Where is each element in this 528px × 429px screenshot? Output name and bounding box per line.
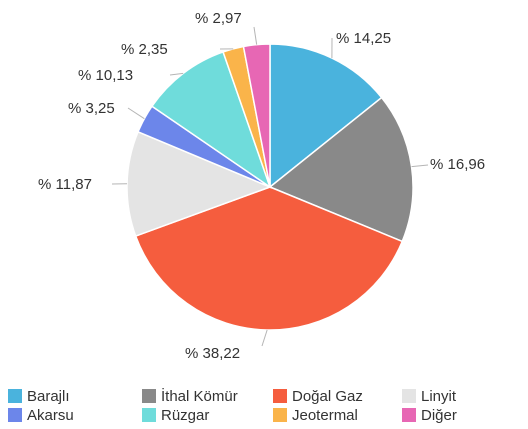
leader-line-7	[253, 26, 258, 45]
legend-swatch	[142, 408, 156, 422]
legend-swatch	[402, 408, 416, 422]
legend-label: Rüzgar	[161, 406, 210, 424]
data-label-0: % 14,25	[336, 30, 391, 47]
legend-label: Akarsu	[27, 406, 74, 424]
pie-slice-7	[242, 43, 271, 188]
data-label-3: % 11,87	[38, 176, 92, 193]
legend: Barajlı İthal Kömür Doğal Gaz Linyit Akarsu R…	[0, 383, 528, 427]
leader-lines	[111, 26, 429, 347]
legend-label: İthal Kömür	[161, 387, 238, 405]
legend-swatch	[142, 389, 156, 403]
data-labels: % 14,25 % 16,96 % 38,22 % 11,87 % 3,25 % 10,1…	[38, 10, 485, 362]
leader-line-2	[261, 329, 268, 347]
legend-item-0: Barajlı	[8, 386, 70, 406]
legend-item-7: Diğer	[402, 405, 457, 425]
legend-swatch	[8, 408, 22, 422]
legend-item-1: İthal Kömür	[142, 386, 238, 406]
data-label-4: % 3,25	[68, 100, 115, 117]
pie-slices	[126, 43, 414, 331]
legend-label: Linyit	[421, 387, 457, 405]
leader-line-4	[127, 107, 145, 120]
data-label-6: % 2,35	[121, 41, 168, 58]
legend-swatch	[402, 389, 416, 403]
legend-item-5: Rüzgar	[142, 405, 209, 425]
data-label-5: % 10,13	[78, 67, 133, 84]
pie-slice-3	[126, 130, 273, 237]
pie-chart: % 14,25 % 16,96 % 38,22 % 11,87 % 3,25 % 10,1…	[38, 10, 485, 362]
pie-slice-0	[269, 43, 383, 189]
legend-swatch	[273, 408, 287, 422]
legend-item-4: Akarsu	[8, 405, 74, 425]
pie-slice-1	[268, 96, 414, 243]
leader-line-1	[411, 164, 429, 168]
data-label-1: % 16,96	[430, 156, 485, 173]
legend-item-3: Linyit	[402, 386, 456, 406]
data-label-2: % 38,22	[185, 345, 240, 362]
pie-slice-5	[150, 50, 272, 189]
legend-label: Barajlı	[27, 387, 70, 405]
leader-line-5	[169, 72, 184, 76]
pie-slice-2	[134, 186, 404, 331]
data-label-7: % 2,97	[195, 10, 242, 27]
legend-label: Diğer	[421, 406, 457, 424]
legend-label: Doğal Gaz	[292, 387, 363, 405]
legend-swatch	[273, 389, 287, 403]
legend-label: Jeotermal	[292, 406, 358, 424]
legend-swatch	[8, 389, 22, 403]
legend-item-2: Doğal Gaz	[273, 386, 363, 406]
legend-item-6: Jeotermal	[273, 405, 358, 425]
